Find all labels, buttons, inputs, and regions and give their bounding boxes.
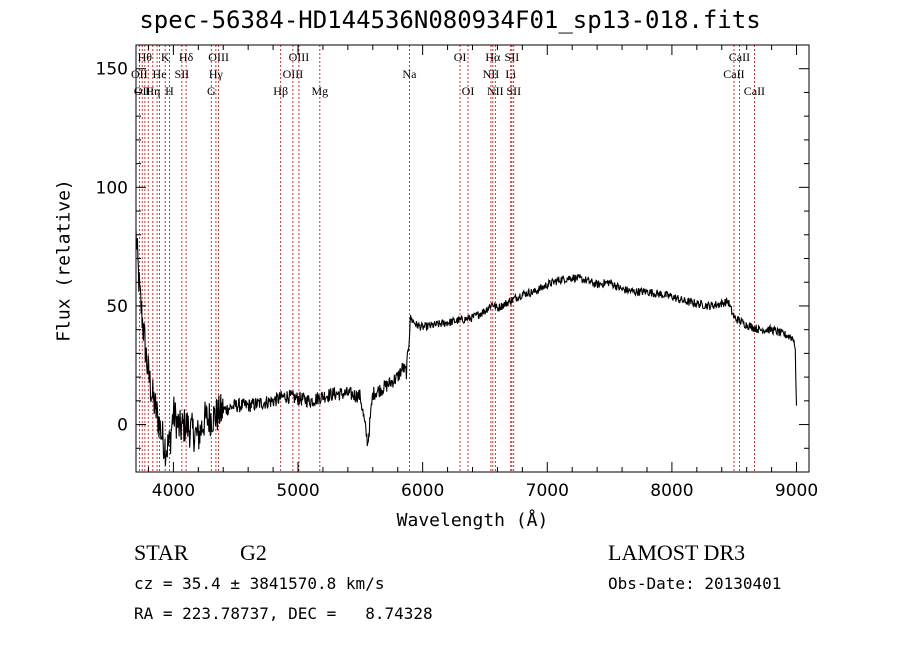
line-marker-label: CaII [744,84,765,98]
line-marker-label: Mg [311,84,328,98]
line-marker-label: Na [402,67,417,81]
line-marker-label: OIII [283,67,304,81]
line-marker-label: OII [131,67,148,81]
obs-date: Obs-Date: 20130401 [608,574,782,593]
line-marker-label: CaII [723,67,744,81]
line-marker-label: H [165,84,174,98]
line-marker-label: OI [454,50,467,64]
survey-name: LAMOST DR3 [608,540,746,565]
subclass: G2 [240,540,267,565]
line-marker-label: NII [487,84,504,98]
line-marker-label: Hθ [138,50,153,64]
line-marker-label: Hδ [179,50,194,64]
x-tick-label: 4000 [152,481,195,501]
y-axis-label: Flux (relative) [53,179,75,342]
line-marker-label: Hβ [273,84,288,98]
x-axis-label: Wavelength (Å) [396,510,549,531]
y-tick-label: 150 [96,60,128,80]
y-tick-label: 100 [96,178,128,198]
line-marker-label: G [207,84,216,98]
line-marker-label: OIII [289,50,310,64]
chart-title: spec-56384-HD144536N080934F01_sp13-018.f… [139,6,761,34]
line-marker-label: He [153,67,167,81]
line-marker-label: NII [483,67,500,81]
spectrum-line [135,228,798,466]
redshift-cz: cz = 35.4 ± 3841570.8 km/s [134,574,385,593]
x-tick-label: 9000 [775,481,818,501]
line-marker-label: OI [462,84,475,98]
line-marker-label: SII [505,50,520,64]
y-tick-label: 50 [106,297,128,317]
line-marker-label: CaII [729,50,750,64]
axis-tick-labels: 4000 5000 6000 7000 8000 9000 0 50 100 150 [96,60,819,501]
line-marker-label: OII [134,84,151,98]
line-marker-label: K [161,50,170,64]
line-marker-label: SII [175,67,190,81]
line-marker-label: Li [505,67,516,81]
line-marker-labels: OIIOIIHθHηHeKHSIIHδGHγOIIIHβOIIIOIIIMgNa… [131,50,765,98]
axis-ticks [136,44,809,472]
x-tick-label: 8000 [650,481,693,501]
ra-dec: RA = 223.78737, DEC = 8.74328 [134,604,433,623]
object-class: STAR [134,540,189,565]
x-tick-label: 5000 [276,481,319,501]
y-tick-label: 0 [117,416,128,436]
x-tick-label: 7000 [526,481,569,501]
line-marker-label: Hα [485,50,501,64]
line-markers [138,45,755,472]
line-marker-label: OIII [208,50,229,64]
line-marker-label: Hγ [209,67,224,81]
line-marker-label: Hη [145,84,160,98]
line-marker-label: SII [506,84,521,98]
x-tick-label: 6000 [401,481,444,501]
